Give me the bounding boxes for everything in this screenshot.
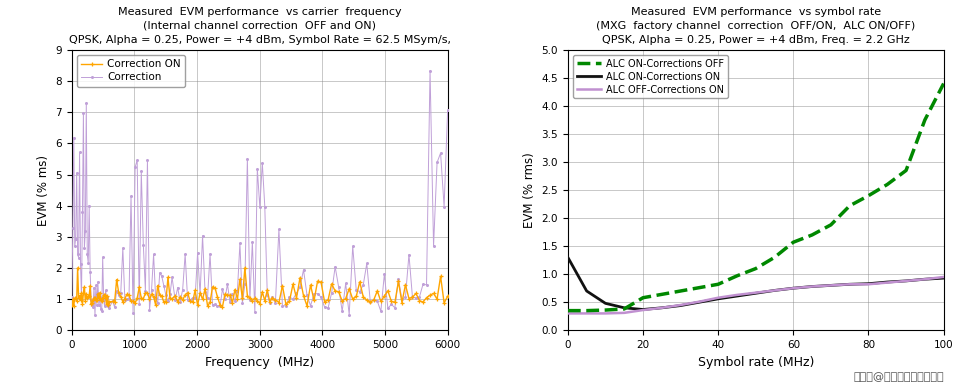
Correction: [442, 108, 453, 113]
Correction ON: [217, 304, 228, 309]
ALC ON-Corrections OFF: [674, 289, 686, 293]
ALC ON-Corrections ON: [825, 283, 836, 288]
ALC ON-Corrections OFF: [713, 282, 724, 286]
ALC ON-Corrections OFF: [844, 204, 855, 208]
ALC OFF-Corrections ON: [787, 286, 799, 290]
ALC OFF-Corrections ON: [825, 283, 836, 288]
ALC ON-Corrections ON: [919, 277, 930, 281]
ALC OFF-Corrections ON: [619, 311, 630, 315]
ALC OFF-Corrections ON: [600, 311, 611, 316]
ALC ON-Corrections OFF: [938, 81, 949, 86]
ALC OFF-Corrections ON: [938, 275, 949, 279]
ALC ON-Corrections OFF: [919, 118, 930, 122]
ALC ON-Corrections ON: [787, 286, 799, 290]
ALC ON-Corrections ON: [881, 280, 893, 284]
Legend: ALC ON-Corrections OFF, ALC ON-Corrections ON, ALC OFF-Corrections ON: ALC ON-Corrections OFF, ALC ON-Correctio…: [573, 55, 728, 98]
ALC ON-Corrections ON: [619, 306, 630, 310]
ALC OFF-Corrections ON: [713, 295, 724, 300]
Correction ON: [257, 290, 268, 294]
ALC ON-Corrections ON: [807, 284, 818, 289]
Correction ON: [442, 294, 453, 299]
ALC ON-Corrections ON: [731, 294, 742, 298]
ALC ON-Corrections OFF: [637, 295, 649, 300]
Line: ALC ON-Corrections ON: ALC ON-Corrections ON: [568, 257, 944, 310]
Correction: [344, 312, 355, 317]
Line: Correction ON: Correction ON: [69, 265, 450, 309]
ALC OFF-Corrections ON: [562, 311, 574, 316]
ALC ON-Corrections ON: [750, 291, 762, 296]
X-axis label: Frequency  (MHz): Frequency (MHz): [205, 356, 314, 369]
ALC ON-Corrections ON: [844, 282, 855, 286]
Y-axis label: EVM (% rms): EVM (% rms): [523, 152, 536, 228]
Correction: [98, 297, 109, 302]
Correction: [217, 287, 228, 291]
ALC ON-Corrections ON: [674, 303, 686, 308]
Title: Measured  EVM performance  vs carrier  frequency
(Internal channel correction  O: Measured EVM performance vs carrier freq…: [69, 7, 450, 45]
ALC ON-Corrections OFF: [656, 292, 668, 297]
Title: Measured  EVM performance  vs symbol rate
(MXG  factory channel  correction  OFF: Measured EVM performance vs symbol rate …: [596, 7, 916, 45]
Correction ON: [219, 292, 231, 296]
ALC ON-Corrections OFF: [768, 255, 780, 260]
ALC ON-Corrections ON: [637, 307, 649, 312]
ALC ON-Corrections ON: [901, 279, 912, 283]
ALC OFF-Corrections ON: [863, 282, 875, 286]
Correction: [119, 298, 130, 303]
Correction ON: [421, 295, 432, 300]
ALC OFF-Corrections ON: [844, 282, 855, 286]
Correction ON: [119, 296, 130, 301]
Correction: [66, 295, 78, 300]
ALC OFF-Corrections ON: [881, 280, 893, 285]
Correction ON: [98, 293, 109, 298]
ALC ON-Corrections ON: [938, 276, 949, 280]
ALC ON-Corrections ON: [768, 288, 780, 293]
Correction: [254, 205, 265, 209]
ALC OFF-Corrections ON: [694, 300, 705, 304]
Correction: [89, 312, 101, 317]
ALC ON-Corrections ON: [863, 281, 875, 286]
ALC ON-Corrections ON: [581, 289, 592, 293]
ALC ON-Corrections OFF: [731, 273, 742, 278]
ALC ON-Corrections OFF: [562, 308, 574, 313]
ALC ON-Corrections ON: [713, 296, 724, 301]
ALC OFF-Corrections ON: [750, 290, 762, 295]
ALC ON-Corrections ON: [562, 255, 574, 260]
Line: ALC OFF-Corrections ON: ALC OFF-Corrections ON: [568, 277, 944, 313]
X-axis label: Symbol rate (MHz): Symbol rate (MHz): [697, 356, 814, 369]
ALC OFF-Corrections ON: [656, 306, 668, 310]
ALC OFF-Corrections ON: [919, 277, 930, 281]
ALC ON-Corrections ON: [656, 306, 668, 310]
Correction ON: [72, 266, 83, 270]
ALC OFF-Corrections ON: [901, 279, 912, 283]
Correction ON: [66, 303, 78, 308]
Line: Correction: Correction: [70, 69, 449, 316]
ALC ON-Corrections OFF: [619, 307, 630, 311]
ALC ON-Corrections OFF: [881, 182, 893, 187]
Line: ALC ON-Corrections OFF: ALC ON-Corrections OFF: [568, 84, 944, 311]
ALC ON-Corrections OFF: [787, 240, 799, 245]
Correction: [424, 68, 436, 73]
ALC ON-Corrections OFF: [581, 308, 592, 313]
Text: 搜狐号@苏州新利通仪器仪表: 搜狐号@苏州新利通仪器仪表: [853, 372, 944, 382]
ALC ON-Corrections OFF: [750, 266, 762, 271]
ALC OFF-Corrections ON: [674, 303, 686, 307]
ALC ON-Corrections OFF: [901, 168, 912, 173]
ALC ON-Corrections ON: [600, 301, 611, 306]
Correction ON: [347, 297, 358, 301]
Y-axis label: EVM (% ms): EVM (% ms): [37, 155, 50, 225]
Legend: Correction ON, Correction: Correction ON, Correction: [77, 55, 185, 86]
ALC ON-Corrections ON: [694, 300, 705, 305]
ALC OFF-Corrections ON: [807, 284, 818, 289]
ALC ON-Corrections OFF: [825, 223, 836, 227]
ALC OFF-Corrections ON: [731, 293, 742, 297]
ALC ON-Corrections OFF: [863, 194, 875, 198]
ALC OFF-Corrections ON: [637, 308, 649, 312]
ALC OFF-Corrections ON: [581, 311, 592, 316]
ALC ON-Corrections OFF: [807, 233, 818, 237]
ALC ON-Corrections OFF: [694, 285, 705, 290]
Correction: [418, 282, 429, 286]
ALC ON-Corrections OFF: [600, 308, 611, 312]
ALC OFF-Corrections ON: [768, 288, 780, 293]
